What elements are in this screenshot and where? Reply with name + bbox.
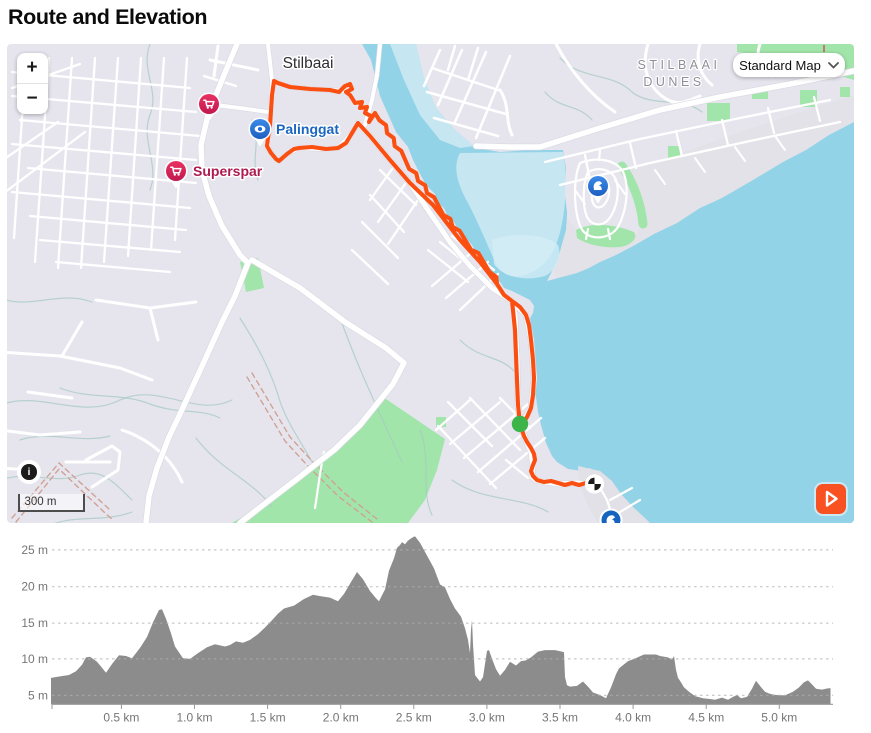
svg-text:4.5 km: 4.5 km xyxy=(688,711,724,725)
svg-text:3.5 km: 3.5 km xyxy=(542,711,578,725)
svg-text:DUNES: DUNES xyxy=(643,75,704,89)
svg-text:3.0 km: 3.0 km xyxy=(469,711,505,725)
svg-text:5.0 km: 5.0 km xyxy=(761,711,797,725)
svg-text:2.0 km: 2.0 km xyxy=(323,711,359,725)
svg-text:0.5 km: 0.5 km xyxy=(103,711,139,725)
svg-text:5 m: 5 m xyxy=(28,688,48,702)
svg-text:Superspar: Superspar xyxy=(193,163,263,179)
svg-text:4.0 km: 4.0 km xyxy=(615,711,651,725)
svg-text:Stilbaai: Stilbaai xyxy=(283,55,334,72)
svg-text:20 m: 20 m xyxy=(21,580,48,594)
svg-text:2.5 km: 2.5 km xyxy=(396,711,432,725)
svg-text:Palinggat: Palinggat xyxy=(276,121,339,137)
svg-text:25 m: 25 m xyxy=(21,543,48,557)
svg-text:10 m: 10 m xyxy=(21,652,48,666)
svg-text:1.0 km: 1.0 km xyxy=(176,711,212,725)
svg-text:STILBAAI: STILBAAI xyxy=(638,58,721,72)
svg-text:15 m: 15 m xyxy=(21,616,48,630)
svg-text:1.5 km: 1.5 km xyxy=(250,711,286,725)
